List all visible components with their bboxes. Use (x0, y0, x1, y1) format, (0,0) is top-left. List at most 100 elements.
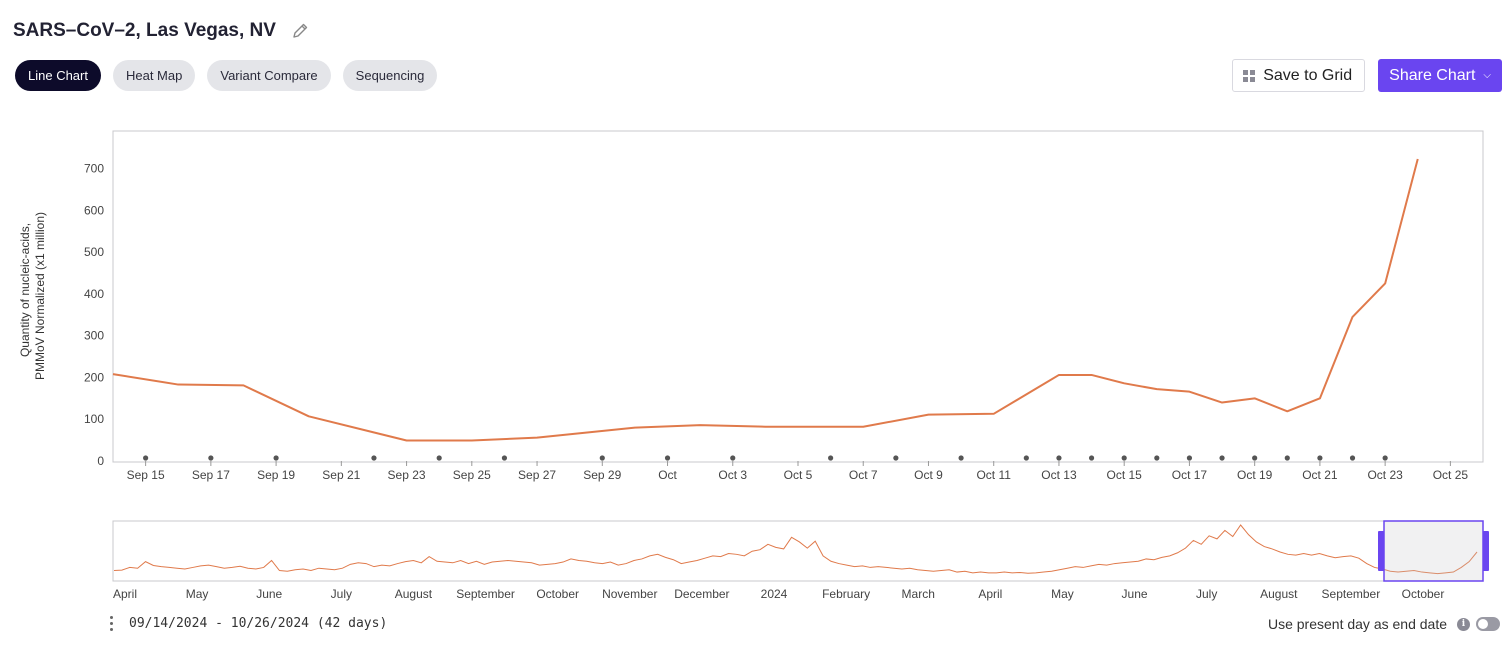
data-point[interactable] (1121, 380, 1127, 386)
pencil-icon[interactable] (290, 21, 310, 41)
data-point[interactable] (110, 371, 116, 377)
plot-area (112, 130, 1484, 463)
sample-marker (208, 455, 214, 461)
share-chart-button[interactable]: Share Chart ⌵ (1378, 59, 1502, 92)
x-tick-label: Sep 25 (453, 468, 491, 482)
x-tick-label: Oct 9 (914, 468, 943, 482)
tab-line-chart[interactable]: Line Chart (15, 60, 101, 91)
data-point[interactable] (1056, 372, 1062, 378)
chevron-down-icon: ⌵ (1483, 70, 1491, 81)
chart-header: SARS–CoV–2, Las Vegas, NV (13, 20, 310, 42)
sample-marker (730, 455, 736, 461)
y-tick-label: 300 (84, 329, 104, 343)
data-point[interactable] (175, 382, 181, 388)
chart-type-tabs: Line Chart Heat Map Variant Compare Sequ… (15, 60, 438, 91)
data-point[interactable] (860, 424, 866, 430)
y-tick-label: 700 (84, 162, 104, 176)
x-tick-label: Oct 13 (1041, 468, 1077, 482)
series-line[interactable] (112, 158, 1419, 442)
sample-marker (1121, 455, 1127, 461)
data-point[interactable] (1219, 400, 1225, 406)
x-tick-label: Oct 11 (976, 468, 1011, 482)
data-point[interactable] (1350, 314, 1356, 320)
overview-tick-label: June (256, 587, 282, 601)
sample-marker (1219, 455, 1225, 461)
data-point[interactable] (925, 412, 931, 418)
data-point[interactable] (1415, 156, 1421, 162)
x-tick-label: Sep 21 (322, 468, 360, 482)
y-tick-label: 100 (84, 412, 104, 426)
sample-marker (1088, 455, 1095, 461)
toggle-knob (1478, 619, 1488, 629)
data-point[interactable] (991, 411, 997, 417)
sample-marker (1349, 455, 1356, 461)
data-point[interactable] (632, 425, 638, 431)
sample-marker (893, 455, 899, 461)
grid-icon (1243, 69, 1256, 82)
present-day-toggle[interactable] (1476, 617, 1500, 631)
overview-tick-label: April (113, 587, 137, 601)
present-day-label: Use present day as end date (1267, 616, 1447, 632)
data-point[interactable] (1284, 408, 1290, 414)
overview-tick-label: November (602, 587, 657, 601)
x-tick-label: Oct 21 (1302, 468, 1338, 482)
brush-handle-right[interactable] (1483, 531, 1489, 571)
data-point[interactable] (469, 438, 475, 444)
x-tick-label: Oct 3 (718, 468, 747, 482)
x-tick-label: Sep 19 (257, 468, 295, 482)
x-tick-label: Oct 5 (784, 468, 813, 482)
more-options-icon[interactable] (110, 616, 113, 631)
save-to-grid-button[interactable]: Save to Grid (1232, 59, 1366, 92)
data-point[interactable] (1186, 389, 1192, 395)
data-point[interactable] (1252, 395, 1258, 401)
data-point[interactable] (1317, 395, 1323, 401)
overview-line (113, 524, 1478, 575)
data-point[interactable] (697, 422, 703, 428)
overview-brush-window[interactable] (1383, 520, 1484, 582)
data-point[interactable] (306, 413, 312, 419)
sample-marker (1252, 455, 1258, 461)
sample-marker (436, 455, 442, 461)
x-tick-label: Oct 17 (1172, 468, 1208, 482)
sample-marker (371, 455, 377, 461)
x-tick-label: Sep 27 (518, 468, 556, 482)
data-point[interactable] (1382, 280, 1388, 286)
data-point[interactable] (404, 438, 410, 444)
y-tick-label: 400 (84, 287, 104, 301)
sample-marker (501, 455, 508, 461)
sample-marker (1186, 455, 1193, 461)
overview-tick-label: 2024 (761, 587, 788, 601)
x-tick-label: Oct 7 (849, 468, 878, 482)
x-tick-label: Sep 17 (192, 468, 230, 482)
data-point[interactable] (534, 435, 540, 441)
overview-tick-label: October (536, 587, 579, 601)
tab-sequencing[interactable]: Sequencing (342, 60, 438, 91)
overview-tick-label: July (1196, 587, 1217, 601)
data-point[interactable] (762, 424, 768, 430)
overview-tick-label: April (978, 587, 1002, 601)
x-tick-label: Oct 25 (1433, 468, 1469, 482)
data-point[interactable] (1154, 386, 1160, 392)
sample-marker (599, 455, 605, 461)
y-axis-label-line2: PMMoV Normalized (x1 million) (33, 212, 47, 380)
y-axis-label-line1: Quantity of nucleic-acids, (18, 223, 32, 357)
x-tick-label: Sep 23 (388, 468, 426, 482)
present-day-row: Use present day as end date i (1267, 616, 1500, 632)
overview-tick-label: May (1051, 587, 1074, 601)
sample-marker (1284, 455, 1290, 461)
tab-heat-map[interactable]: Heat Map (112, 60, 196, 91)
brush-handle-left[interactable] (1378, 531, 1384, 571)
overview-tick-label: August (395, 587, 433, 601)
sample-marker (273, 455, 279, 461)
overview-tick-label: May (186, 587, 209, 601)
sample-marker (1154, 455, 1160, 461)
info-icon[interactable]: i (1457, 617, 1470, 631)
sample-marker (828, 455, 834, 461)
data-point[interactable] (1089, 372, 1095, 378)
share-chart-label: Share Chart (1389, 66, 1476, 84)
date-range-row: 09/14/2024 - 10/26/2024 (42 days) (110, 616, 387, 631)
tab-variant-compare[interactable]: Variant Compare (207, 60, 331, 91)
data-point[interactable] (240, 382, 246, 388)
x-tick-label: Oct 23 (1367, 468, 1403, 482)
